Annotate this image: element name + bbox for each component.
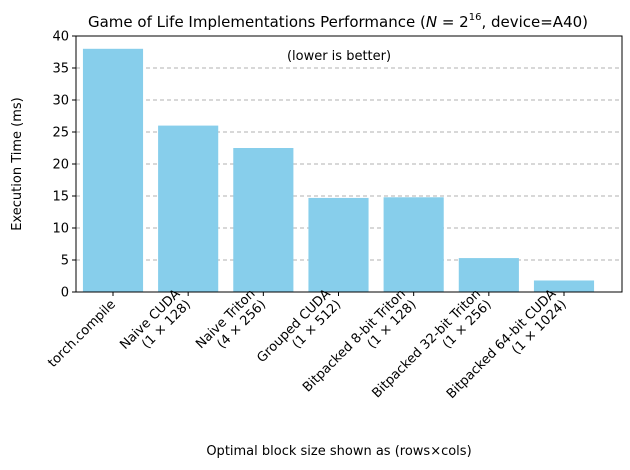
y-tick-label: 5 xyxy=(61,254,69,269)
bar xyxy=(458,258,519,292)
title-exponent: 16 xyxy=(469,12,482,23)
title-prefix: Game of Life Implementations Performance… xyxy=(88,13,426,31)
y-axis-label: Execution Time (ms) xyxy=(10,97,25,230)
bar xyxy=(533,280,595,292)
bar xyxy=(308,197,369,292)
bar xyxy=(158,125,219,292)
x-tick-label: Naive CUDA(1 × 128) xyxy=(117,287,194,364)
chart-title: Game of Life Implementations Performance… xyxy=(88,12,588,31)
y-tick-label: 10 xyxy=(52,222,69,237)
title-variable: N xyxy=(426,13,437,31)
y-tick-label: 20 xyxy=(52,158,69,173)
y-tick-label: 25 xyxy=(52,126,69,141)
bar xyxy=(82,48,144,292)
x-tick-label-line: torch.compile xyxy=(45,297,118,370)
y-tick-label: 40 xyxy=(52,30,69,45)
chart-annotation: (lower is better) xyxy=(287,49,391,64)
y-axis-ticks: 0 5 10 15 20 25 30 35 40 xyxy=(52,30,76,301)
x-axis-label: Optimal block size shown as (rows×cols) xyxy=(206,444,471,459)
y-tick-label: 15 xyxy=(52,190,69,205)
y-tick-label: 35 xyxy=(52,62,69,77)
y-tick-label: 30 xyxy=(52,94,69,109)
y-tick-label: 0 xyxy=(61,286,69,301)
bar xyxy=(233,148,294,292)
bar xyxy=(383,197,444,292)
title-suffix: , device=A40) xyxy=(481,13,588,31)
bars xyxy=(82,48,595,292)
x-tick-label: torch.compile xyxy=(45,297,118,370)
title-equals: = 2 xyxy=(437,13,469,31)
